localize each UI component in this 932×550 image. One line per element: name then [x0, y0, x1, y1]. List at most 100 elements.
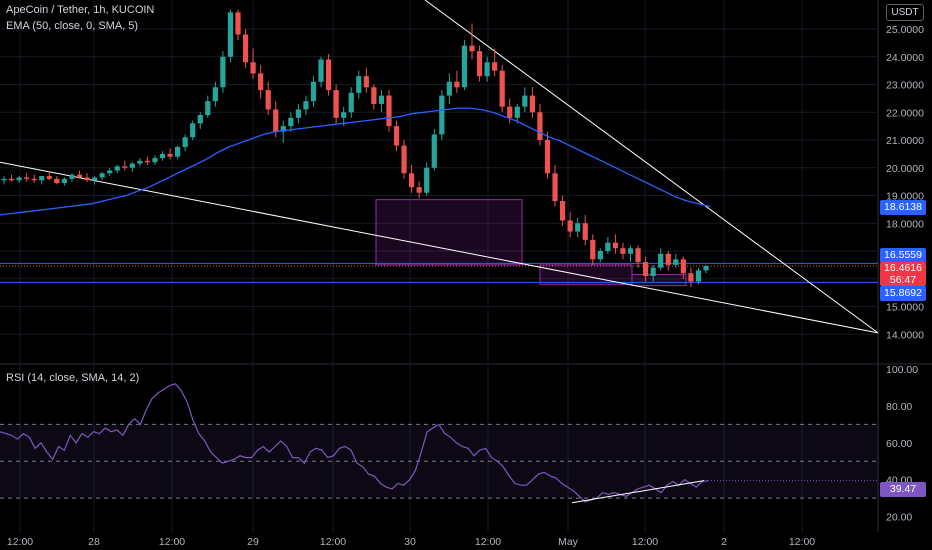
candle-body — [514, 106, 520, 118]
last-price-tag: 16.4616 56:47 — [880, 262, 926, 286]
candle-body — [46, 176, 52, 179]
candle-body — [559, 201, 566, 221]
candle-body — [167, 153, 173, 157]
candle-body — [280, 126, 286, 132]
resistance-price-tag: 18.6138 — [880, 200, 926, 215]
candle-body — [227, 12, 234, 57]
candle-body — [582, 223, 588, 240]
candle-body — [1, 178, 7, 181]
candle-body — [288, 117, 294, 127]
candle-body — [401, 145, 407, 174]
rsi-tick-label: 80.00 — [886, 401, 912, 413]
upper-trendline — [424, 0, 879, 334]
price-tick-label: 18.0000 — [886, 218, 924, 230]
candle-body — [325, 59, 332, 91]
candle-body — [431, 134, 437, 168]
candle-body — [356, 76, 362, 93]
candle-body — [658, 253, 664, 268]
candle-body — [461, 45, 468, 88]
price-tick-label: 19.0000 — [886, 191, 924, 203]
candle-body — [220, 56, 226, 88]
candle-body — [416, 187, 422, 193]
candle-body — [439, 95, 445, 135]
candle-body — [76, 174, 83, 178]
candle-body — [91, 177, 98, 181]
candle-body — [680, 259, 686, 274]
price-tick-label: 22.0000 — [886, 107, 924, 119]
candle-body — [522, 95, 528, 107]
chart-title: ApeCoin / Tether, 1h, KUCOIN — [6, 4, 155, 16]
candle-body — [605, 242, 611, 251]
last-price-value: 16.4616 — [884, 262, 922, 274]
candle-body — [620, 248, 626, 254]
candle-body — [499, 70, 505, 107]
currency-badge[interactable]: USDT — [886, 4, 924, 21]
candle-body — [552, 173, 558, 202]
candle-body — [597, 251, 603, 260]
rsi-tick-label: 20.00 — [886, 512, 912, 524]
candle-body — [424, 167, 430, 193]
candle-body — [24, 177, 30, 179]
candle-body — [476, 51, 483, 77]
candle-body — [159, 153, 166, 159]
time-tick-label: May — [558, 536, 579, 548]
time-tick-label: 12:00 — [789, 536, 815, 548]
candle-body — [303, 101, 309, 110]
candle-body — [650, 267, 656, 276]
candle-body — [69, 174, 75, 179]
candle-body — [39, 176, 45, 181]
rsi-divergence-line — [571, 480, 705, 504]
candle-body — [265, 90, 271, 110]
candle-body — [122, 166, 128, 168]
candle-body — [454, 81, 460, 88]
candle-body — [348, 92, 354, 113]
candle-body — [627, 248, 634, 254]
upper-line-price-tag: 16.5559 — [880, 248, 926, 263]
candle-body — [107, 170, 113, 174]
candle-body — [575, 223, 581, 232]
candle-body — [341, 112, 347, 118]
candle-body — [16, 177, 22, 181]
candle-body — [235, 12, 241, 35]
candle-body — [84, 177, 90, 181]
candle-body — [446, 81, 452, 96]
candle-body — [703, 265, 709, 271]
candle-body — [537, 112, 543, 140]
lower-line-price-tag: 15.8692 — [880, 286, 926, 301]
candle-body — [197, 115, 203, 124]
candle-body — [258, 73, 264, 91]
time-tick-label: 28 — [88, 536, 100, 548]
candle-body — [182, 137, 188, 147]
ema-legend: EMA (50, close, 0, SMA, 5) — [6, 20, 139, 32]
rsi-tick-label: 60.00 — [886, 438, 912, 450]
candle-body — [612, 242, 619, 249]
candle-body — [114, 166, 120, 171]
candle-body — [635, 248, 641, 263]
rsi-legend: RSI (14, close, SMA, 14, 2) — [6, 372, 140, 384]
price-tick-label: 20.0000 — [886, 163, 924, 175]
time-tick-label: 12:00 — [159, 536, 185, 548]
candle-body — [295, 109, 301, 118]
rsi-tick-label: 100.00 — [886, 364, 918, 376]
candle-body — [175, 146, 181, 157]
candle-body — [205, 101, 211, 116]
candle-body — [371, 87, 377, 104]
candle-body — [393, 126, 400, 146]
ema-line — [0, 107, 711, 216]
price-tick-label: 14.0000 — [886, 329, 924, 341]
candle-body — [31, 178, 37, 181]
candle-body — [673, 259, 679, 265]
small-zone-box — [631, 274, 687, 287]
candle-body — [318, 59, 324, 82]
candle-body — [590, 239, 596, 260]
candle-body — [363, 76, 369, 88]
candle-body — [54, 178, 60, 184]
candle-body — [529, 95, 535, 113]
candle-body — [137, 160, 143, 164]
time-tick-label: 12:00 — [632, 536, 658, 548]
candle-body — [212, 87, 218, 102]
candle-body — [250, 62, 256, 74]
price-tick-label: 21.0000 — [886, 135, 924, 147]
price-tick-label: 23.0000 — [886, 80, 924, 92]
